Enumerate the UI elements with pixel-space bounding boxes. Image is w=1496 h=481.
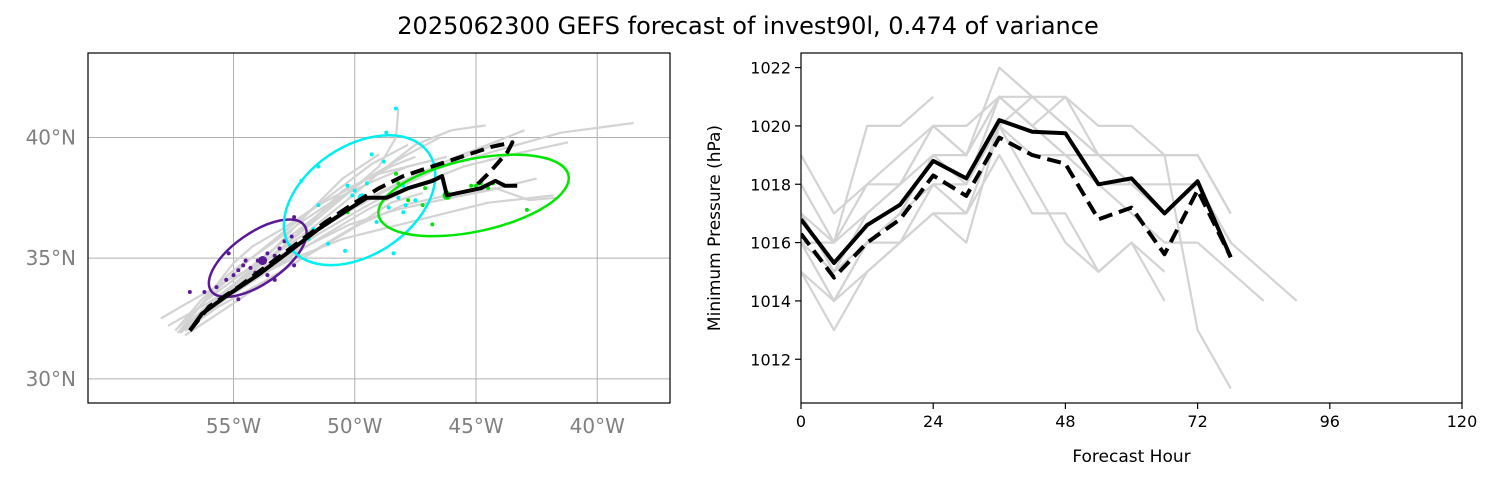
cluster-member-point	[386, 205, 391, 210]
cluster-member-point	[350, 193, 355, 198]
pressure-x-tick-label: 96	[1320, 412, 1340, 431]
cluster-member-point	[299, 178, 304, 183]
cluster-member-point	[423, 186, 428, 191]
cluster-member-point	[241, 263, 246, 268]
cluster-member-point	[406, 198, 411, 203]
pressure-panel: 0 24 48 72 96 120 1012 1014 1016 1018 1020 1022 Fore…	[705, 52, 1478, 467]
cluster-member-point	[391, 251, 396, 256]
ensemble-track-line	[176, 143, 409, 329]
pressure-x-axis-label: Forecast Hour	[1072, 447, 1190, 467]
ensemble-track-line	[160, 124, 486, 320]
cluster-member-point	[231, 273, 236, 278]
mean-track-solid-line	[188, 174, 518, 332]
cluster-member-point	[265, 273, 270, 278]
cluster-member-point	[401, 210, 406, 215]
cluster-member-point	[384, 130, 389, 135]
cluster-member-point	[430, 222, 435, 227]
cluster-member-point	[343, 248, 348, 253]
cluster-member-point	[420, 203, 425, 208]
cluster-member-point	[292, 263, 297, 268]
cluster-member-point	[243, 258, 248, 263]
ensemble-track-line	[181, 194, 554, 332]
mean-pressure-dashed-line	[801, 135, 1233, 280]
cluster-member-point	[369, 152, 374, 157]
figure-title: 2025062300 GEFS forecast of invest90l, 0…	[397, 12, 1099, 40]
map-frame	[87, 52, 671, 404]
map-lon-tick-label: 55°W	[206, 414, 261, 438]
pressure-y-tick-label: 1018	[750, 175, 791, 194]
cluster-member-point	[396, 181, 401, 186]
pressure-plot-area	[801, 66, 1298, 389]
track-map-panel: 55°W 50°W 45°W 40°W 30°N 35°N 40°N	[26, 52, 671, 438]
cluster-member-point	[352, 188, 357, 193]
pressure-y-tick-label: 1014	[750, 292, 791, 311]
pressure-x-tick-label: 72	[1187, 412, 1207, 431]
ensemble-track-line	[184, 187, 557, 332]
ensemble-pressure-line	[801, 95, 934, 244]
cluster-member-point	[381, 159, 386, 164]
cluster-member-point	[403, 203, 408, 208]
cluster-member-point	[469, 183, 474, 188]
cluster-member-point	[345, 183, 350, 188]
pressure-x-tick-label: 0	[796, 412, 806, 431]
cluster-ellipse	[207, 218, 308, 299]
map-lon-tick-label: 45°W	[448, 414, 503, 438]
cluster-member-point	[316, 164, 321, 169]
pressure-x-tick-label: 24	[923, 412, 943, 431]
cluster-member-point	[326, 241, 331, 246]
cluster-member-point	[292, 215, 297, 220]
map-lon-tick-label: 40°W	[570, 414, 625, 438]
cluster-member-point	[524, 207, 529, 212]
mean-pressure-solid-line	[801, 118, 1233, 265]
cluster-member-point	[413, 198, 418, 203]
cluster-member-point	[226, 251, 231, 256]
cluster-member-point	[364, 181, 369, 186]
cluster-member-point	[272, 277, 277, 282]
pressure-y-tick-label: 1012	[750, 350, 791, 369]
pressure-x-tick-label: 120	[1447, 412, 1478, 431]
cluster-member-point	[202, 289, 207, 294]
cluster-member-point	[374, 219, 379, 224]
cluster-member-point	[248, 265, 253, 270]
cluster-member-point	[289, 234, 294, 239]
pressure-frame	[800, 52, 1463, 404]
map-lon-tick-label: 50°W	[327, 414, 382, 438]
cluster-ellipse	[377, 153, 571, 238]
ensemble-track-line	[179, 121, 634, 334]
cluster-member-point	[396, 195, 401, 200]
map-plot-area	[160, 106, 634, 337]
cluster-member-point	[224, 277, 229, 282]
cluster-member-point	[265, 251, 270, 256]
ensemble-track-line	[184, 191, 423, 337]
cluster-member-point	[214, 285, 219, 290]
ensemble-pressure-line	[801, 124, 1166, 302]
pressure-y-tick-label: 1016	[750, 234, 791, 253]
pressure-y-tick-label: 1020	[750, 117, 791, 136]
cluster-member-point	[187, 289, 192, 294]
ensemble-pressure-line	[801, 95, 1298, 302]
cluster-member-point	[393, 171, 398, 176]
cluster-member-point	[316, 203, 321, 208]
cluster-centroid-point	[258, 256, 268, 266]
map-lat-tick-label: 35°N	[26, 246, 76, 270]
cluster-member-point	[393, 106, 398, 111]
ensemble-track-line	[179, 153, 380, 332]
pressure-y-axis-label: Minimum Pressure (hPa)	[705, 125, 725, 331]
cluster-member-point	[474, 183, 478, 188]
cluster-member-point	[277, 246, 282, 251]
map-lat-tick-label: 30°N	[26, 367, 76, 391]
cluster-member-point	[236, 297, 241, 302]
ensemble-track-line	[181, 129, 525, 332]
cluster-member-point	[236, 268, 241, 273]
map-lat-tick-label: 40°N	[26, 125, 76, 149]
pressure-x-tick-label: 48	[1055, 412, 1075, 431]
pressure-y-tick-label: 1022	[750, 59, 791, 78]
